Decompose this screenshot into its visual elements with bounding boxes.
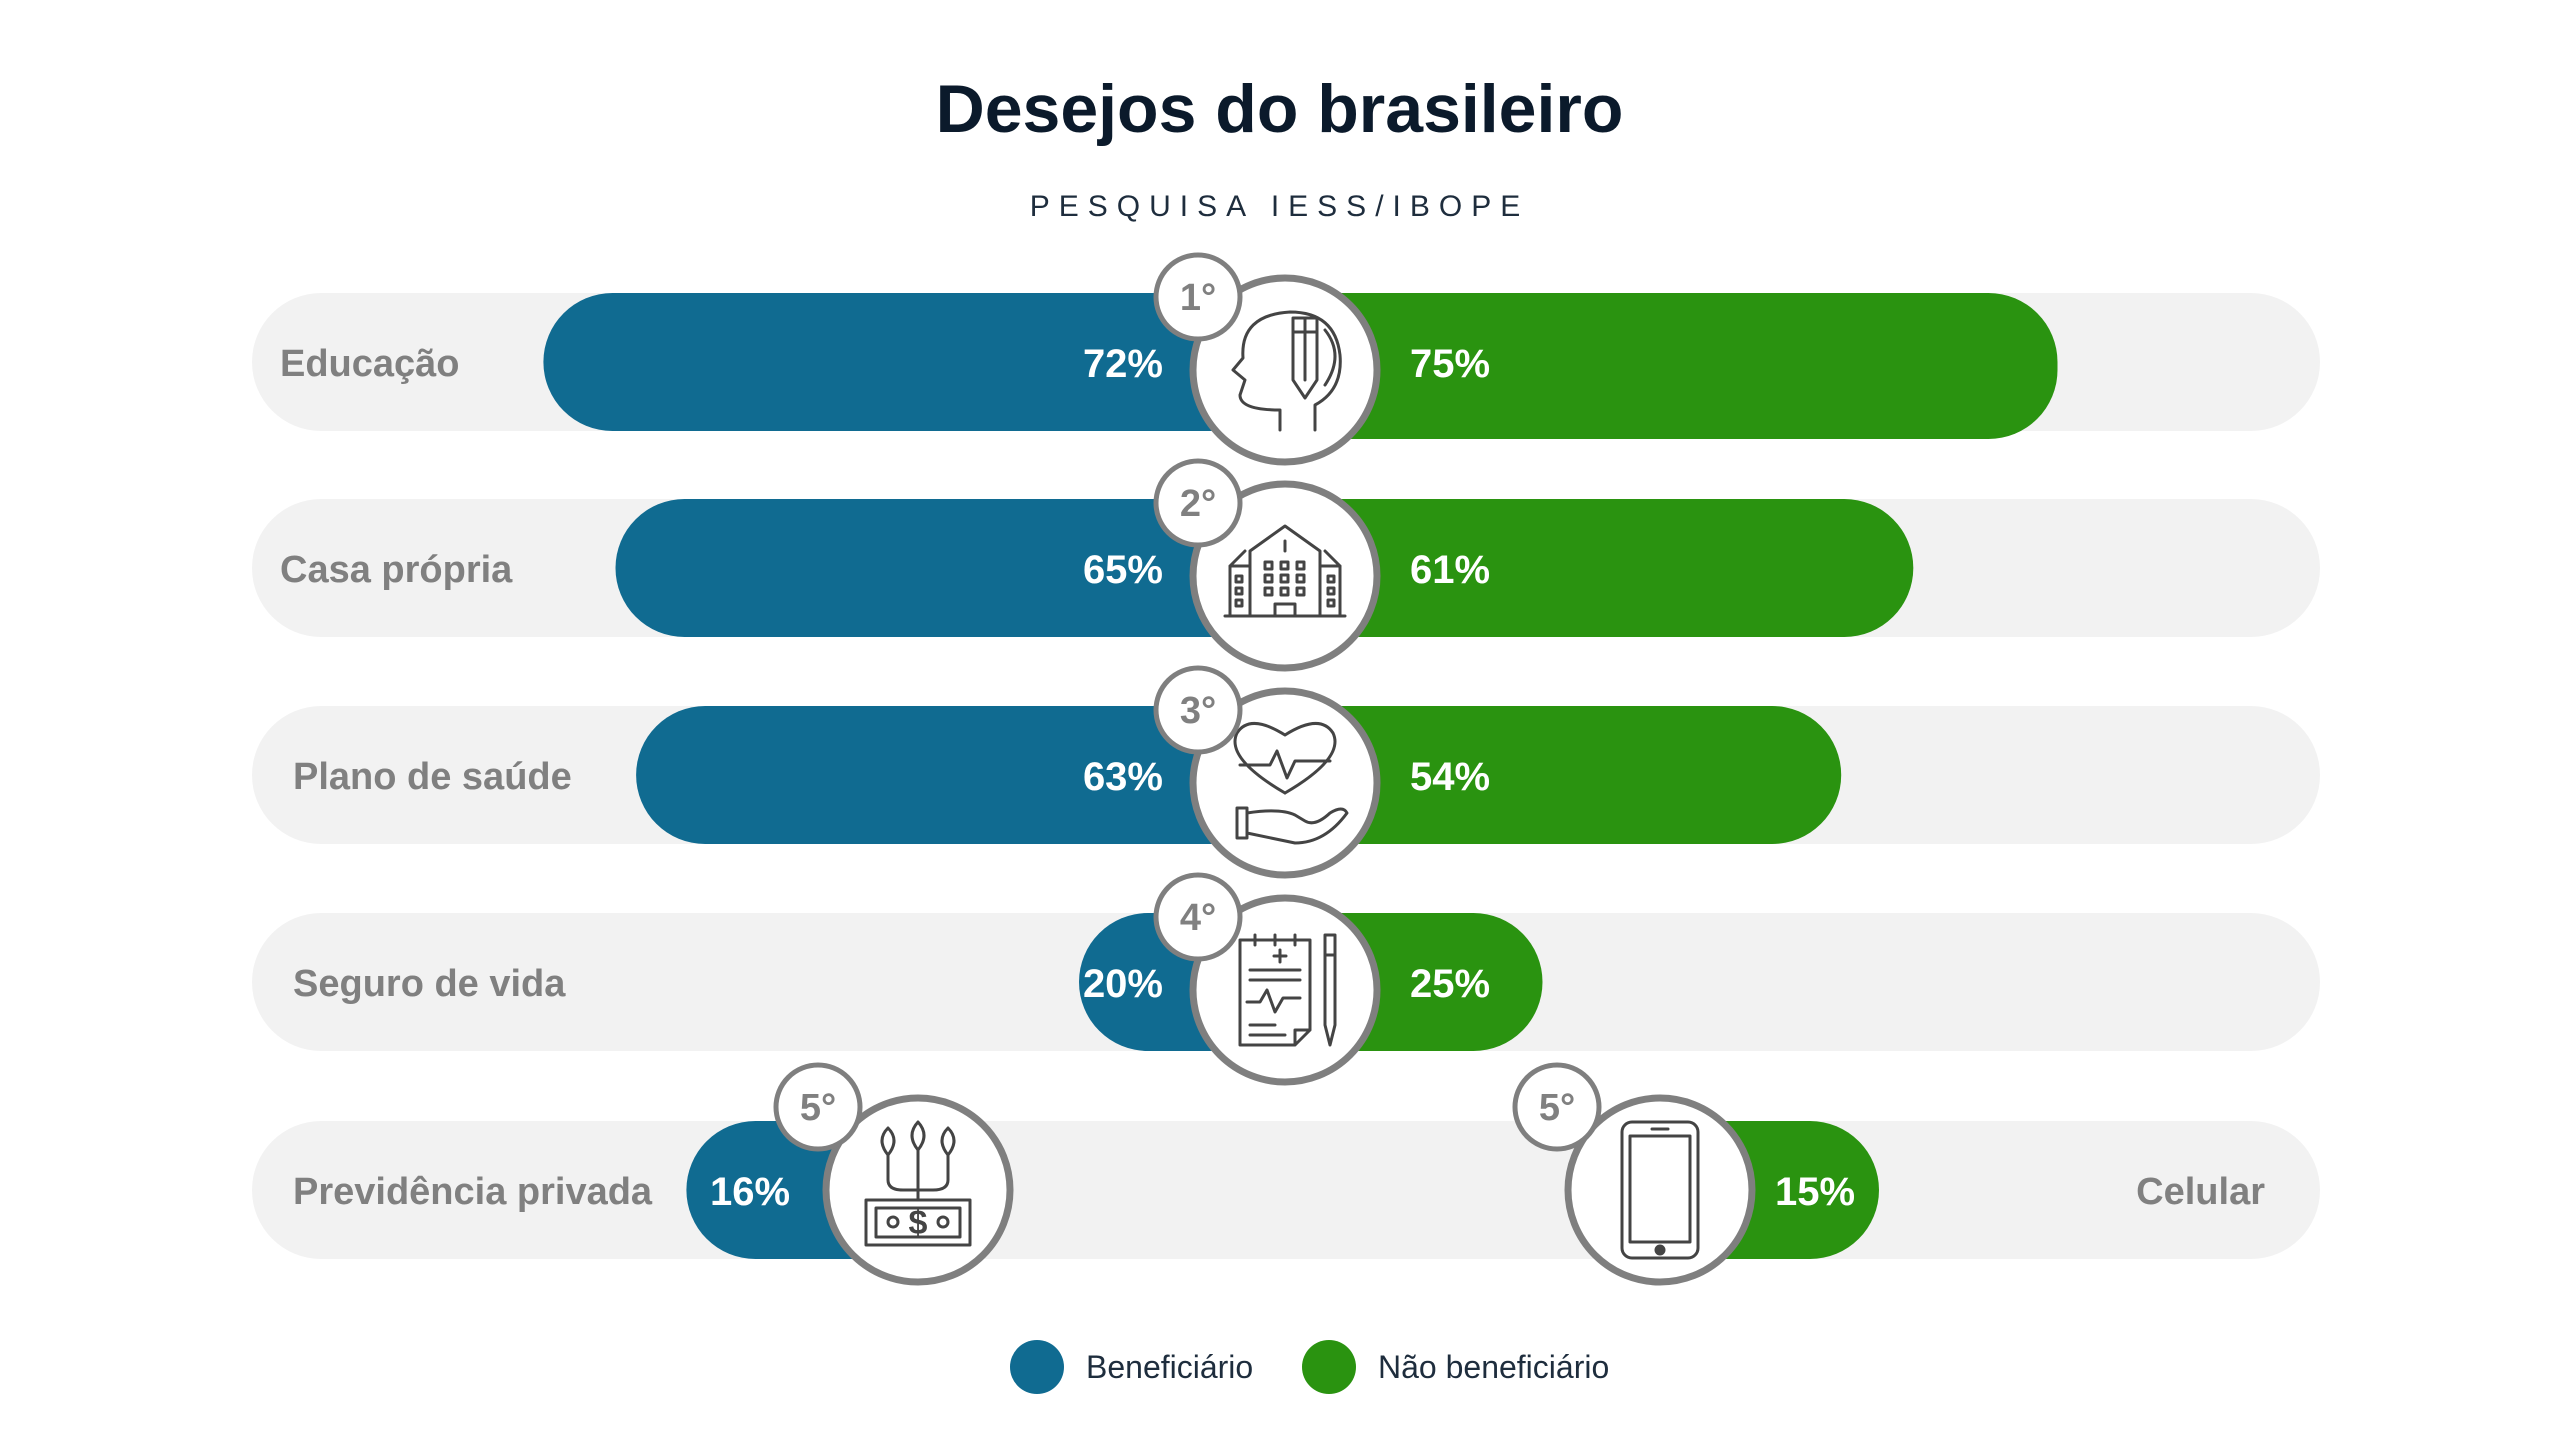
value-label-beneficiario: 65% (1083, 548, 1163, 592)
value-label-beneficiario: 63% (1083, 755, 1163, 799)
category-label: Educação (280, 343, 460, 385)
rank-badge (1153, 872, 1243, 962)
value-label-nao-beneficiario: 61% (1410, 548, 1490, 592)
rank-label: 4° (1180, 897, 1216, 939)
clipboard-pen-icon (1238, 933, 1337, 1047)
rank-badge (773, 1062, 863, 1152)
value-label-nao-beneficiario: 54% (1410, 755, 1490, 799)
money-plant-icon: $ (864, 1120, 972, 1247)
legend-label-nao-beneficiario: Não beneficiário (1378, 1348, 1610, 1385)
legend-swatch-beneficiario (1010, 1340, 1064, 1394)
category-label: Previdência privada (293, 1171, 653, 1213)
bar-beneficiario (543, 293, 1355, 431)
value-label-beneficiario: 20% (1083, 962, 1163, 1006)
bar-nao-beneficiario (1215, 499, 1914, 637)
rank-label: 1° (1180, 277, 1216, 319)
smartphone-icon (1620, 1120, 1700, 1260)
head-pencil-icon (1231, 310, 1342, 432)
rank-label: 5° (800, 1087, 836, 1129)
value-label-nao-beneficiario: 25% (1410, 962, 1490, 1006)
heart-hand-icon (1233, 722, 1349, 845)
rank-label: 5° (1539, 1087, 1575, 1129)
bar-nao-beneficiario (1215, 293, 2058, 439)
value-label-beneficiario: 16% (710, 1170, 790, 1214)
chart-subtitle: PESQUISA IESS/IBOPE (1029, 190, 1530, 223)
value-label-nao-beneficiario: 15% (1775, 1170, 1855, 1214)
value-label-beneficiario: 72% (1083, 342, 1163, 386)
category-label: Casa própria (280, 549, 513, 591)
category-label: Celular (2136, 1171, 2265, 1213)
legend-label-beneficiario: Beneficiário (1086, 1348, 1254, 1385)
legend-nao-beneficiario: Não beneficiário (1302, 1340, 1609, 1394)
chart-title: Desejos do brasileiro (935, 71, 1624, 147)
svg-text:$: $ (909, 1204, 928, 1242)
legend-swatch-nao-beneficiario (1302, 1340, 1356, 1394)
value-label-nao-beneficiario: 75% (1410, 342, 1490, 386)
icon-ring (1564, 1094, 1756, 1286)
rank-label: 2° (1180, 483, 1216, 525)
rank-badge (1512, 1062, 1602, 1152)
category-label: Seguro de vida (293, 963, 566, 1005)
icon-ring (1189, 274, 1381, 466)
rank-badge (1153, 252, 1243, 342)
building-icon (1223, 524, 1347, 618)
category-label: Plano de saúde (293, 756, 572, 798)
rank-badge (1153, 458, 1243, 548)
legend-beneficiario: Beneficiário (1010, 1340, 1253, 1394)
rank-badge (1153, 665, 1243, 755)
rank-label: 3° (1180, 690, 1216, 732)
